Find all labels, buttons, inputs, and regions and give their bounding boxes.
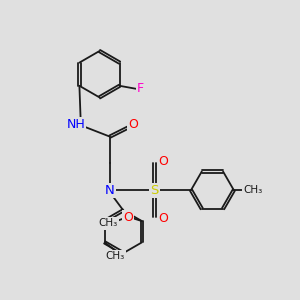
Text: N: N [105,184,115,196]
Text: F: F [137,82,144,95]
Text: S: S [150,184,159,196]
Text: O: O [158,155,168,168]
Text: CH₃: CH₃ [106,251,125,261]
Text: O: O [124,211,133,224]
Text: CH₃: CH₃ [243,185,262,195]
Text: CH₃: CH₃ [99,218,118,228]
Text: O: O [128,118,138,131]
Text: NH: NH [66,118,85,131]
Text: O: O [158,212,168,225]
